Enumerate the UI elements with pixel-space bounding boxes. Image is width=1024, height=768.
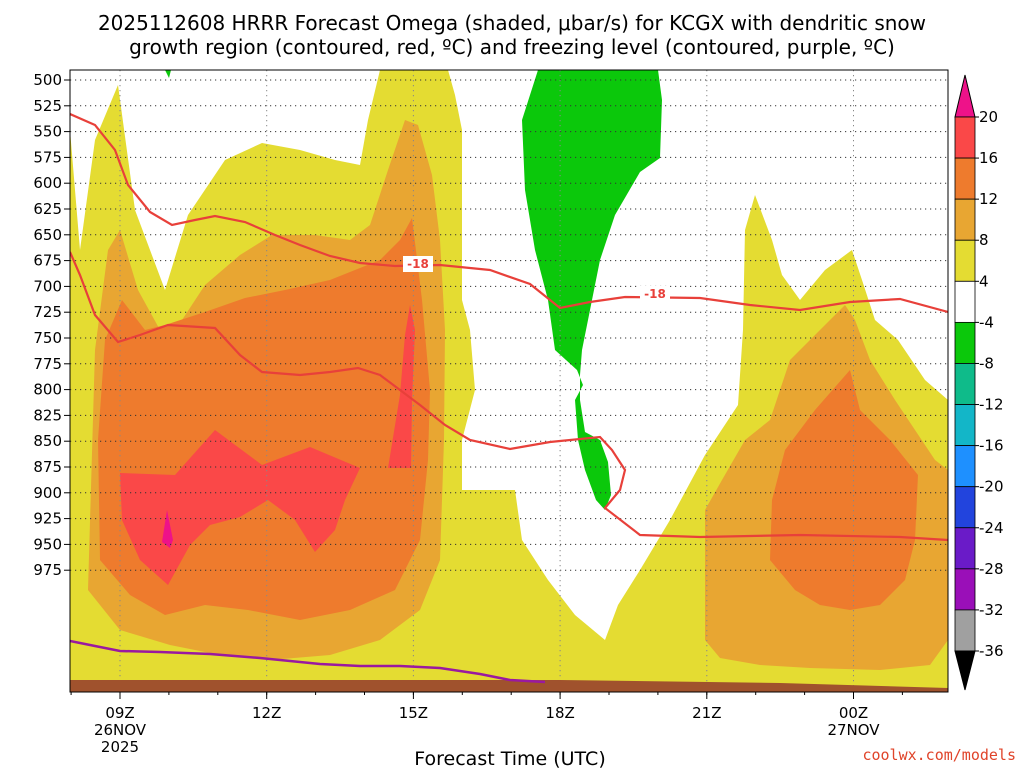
y-tick-label: 500 — [33, 71, 62, 89]
freezing-level-contour — [70, 639, 546, 684]
y-tick-label: 800 — [33, 381, 62, 399]
colorbar-label: 4 — [979, 272, 989, 290]
y-tick-label: 600 — [33, 174, 62, 192]
y-tick-label: 900 — [33, 484, 62, 502]
x-tick-label: 15Z — [399, 704, 428, 722]
omega-region-neg-blip — [165, 70, 171, 78]
y-tick-label: 700 — [33, 277, 62, 295]
y-tick-label: 650 — [33, 226, 62, 244]
colorbar-segment — [954, 116, 976, 159]
colorbar-label: 12 — [979, 190, 998, 208]
colorbar-label: -4 — [979, 313, 994, 331]
y-axis: 500 525 550 575 600 625 650 675 700 725 750 775 800 8… — [33, 71, 70, 579]
colorbar-label: 16 — [979, 149, 998, 167]
chart-title-line2: growth region (contoured, red, ºC) and f… — [129, 35, 895, 59]
omega-region-20 — [162, 510, 173, 548]
contour-label-2: -18 — [644, 287, 666, 301]
y-tick-label: 725 — [33, 303, 62, 321]
y-tick-label: 775 — [33, 355, 62, 373]
colorbar-bottom-extend — [954, 650, 976, 691]
plot-frame — [69, 69, 949, 693]
omega-region-16-left — [120, 430, 360, 585]
colorbar-segment — [954, 486, 976, 529]
y-tick-label: 525 — [33, 97, 62, 115]
colorbar-segment — [954, 363, 976, 405]
y-tick-label: 825 — [33, 406, 62, 424]
colorbar-label: -20 — [979, 478, 1004, 496]
colorbar-segment — [954, 239, 976, 282]
colorbar-segment — [954, 568, 976, 611]
colorbar-segment — [954, 157, 976, 200]
colorbar-segment — [954, 445, 976, 488]
contour-label-bg-2 — [640, 286, 670, 302]
contours — [70, 112, 948, 684]
dgz-contour-lower — [70, 251, 948, 542]
x-tick-label: 09Z — [105, 704, 134, 722]
y-tick-label: 675 — [33, 252, 62, 270]
colorbar-segment — [954, 280, 976, 323]
colorbar-label: -24 — [979, 519, 1004, 537]
x-tick-date: 26NOV — [94, 721, 147, 739]
x-tick-year: 2025 — [101, 738, 139, 756]
colorbar-label: -16 — [979, 437, 1004, 455]
colorbar-label: -28 — [979, 560, 1004, 578]
x-tick-label: 00Z — [839, 704, 868, 722]
colorbar-segment — [954, 609, 976, 652]
y-tick-label: 925 — [33, 510, 62, 528]
omega-region-12-right — [770, 370, 918, 610]
omega-region-neg4 — [522, 70, 662, 510]
colorbar-label: -32 — [979, 601, 1004, 619]
y-tick-label: 875 — [33, 458, 62, 476]
y-tick-label: 950 — [33, 535, 62, 553]
x-axis-title: Forecast Time (UTC) — [414, 748, 605, 768]
omega-region-16-col — [388, 305, 415, 468]
colorbar-segment — [954, 198, 976, 241]
y-tick-label: 575 — [33, 148, 62, 166]
y-tick-label: 850 — [33, 432, 62, 450]
contour-label-bg-1 — [403, 256, 433, 272]
y-tick-label: 550 — [33, 123, 62, 141]
colorbar: 20 16 12 8 4 -4 -8 -12 -16 -20 -24 -28 -32 -36 — [954, 74, 1004, 691]
colorbar-label: 8 — [979, 231, 989, 249]
terrain-band — [70, 680, 948, 692]
chart-title-line1: 2025112608 HRRR Forecast Omega (shaded, … — [98, 11, 926, 35]
colorbar-segment — [954, 404, 976, 447]
contour-label-1: -18 — [407, 257, 429, 271]
credit-text: coolwx.com/models — [862, 746, 1016, 764]
colorbar-label: -12 — [979, 396, 1004, 414]
x-tick-date: 27NOV — [827, 721, 880, 739]
dgz-contour-upper — [70, 112, 948, 314]
y-tick-label: 975 — [33, 561, 62, 579]
colorbar-label: -8 — [979, 354, 994, 372]
x-tick-label: 21Z — [692, 704, 721, 722]
colorbar-top-extend — [954, 74, 976, 118]
colorbar-label: 20 — [979, 108, 998, 126]
x-tick-label: 18Z — [545, 704, 574, 722]
colorbar-segment — [954, 527, 976, 570]
colorbar-segment — [954, 321, 976, 364]
x-tick-label: 12Z — [252, 704, 281, 722]
y-tick-label: 750 — [33, 329, 62, 347]
grid-lines — [70, 70, 948, 692]
y-tick-label: 625 — [33, 200, 62, 218]
colorbar-label: -36 — [979, 642, 1004, 660]
